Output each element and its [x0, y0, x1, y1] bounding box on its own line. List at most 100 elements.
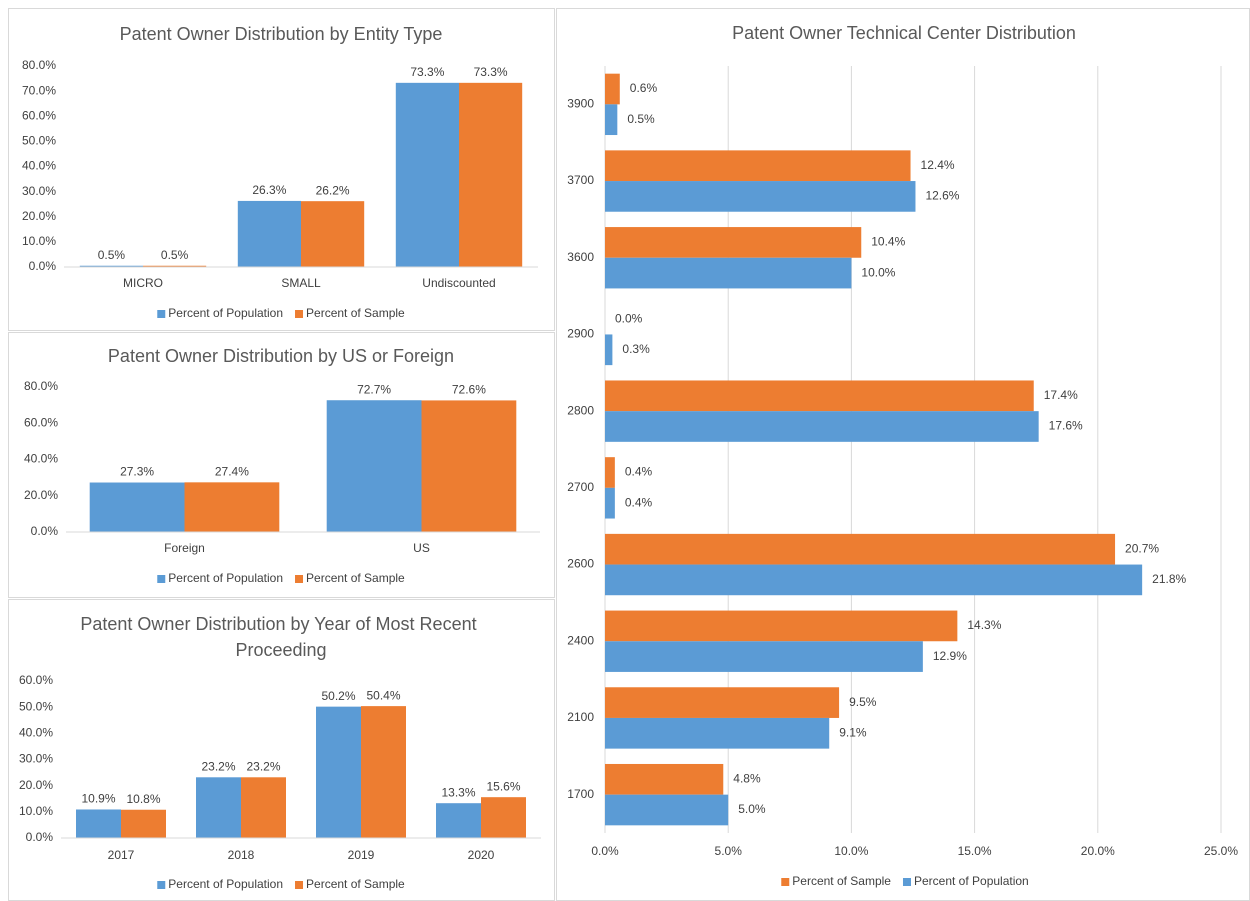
chart-title: Patent Owner Distribution by Year of Mos… [80, 614, 481, 660]
bar [436, 803, 481, 838]
legend-swatch [295, 310, 304, 318]
bar [605, 487, 615, 519]
legend: Percent of Population Percent of Sample [157, 571, 405, 585]
bar [143, 265, 207, 267]
data-label: 0.5% [161, 248, 189, 262]
legend-label: Percent of Population [914, 874, 1029, 888]
data-label: 12.9% [933, 649, 967, 663]
y-tick-label: 80.0% [24, 379, 58, 393]
x-tick-label: US [413, 541, 430, 555]
chart-title: Patent Owner Distribution by US or Forei… [108, 346, 454, 366]
bar [605, 687, 840, 718]
x-tick-label: 25.0% [1204, 844, 1238, 858]
data-label: 0.5% [627, 112, 655, 126]
y-tick-label: 30.0% [22, 184, 56, 198]
data-label: 17.6% [1049, 419, 1083, 433]
y-tick-label: 2800 [567, 403, 594, 417]
data-label: 0.4% [625, 465, 653, 479]
legend-label: Percent of Population [168, 571, 283, 585]
y-tick-label: 60.0% [19, 673, 53, 687]
bar [605, 564, 1143, 596]
legend: Percent of Sample Percent of Population [781, 874, 1029, 888]
data-label: 17.4% [1044, 388, 1078, 402]
data-label: 0.6% [630, 81, 658, 95]
data-label: 27.4% [215, 465, 249, 479]
data-label: 73.3% [410, 65, 444, 79]
bar [301, 201, 365, 267]
bar [184, 482, 280, 532]
y-tick-label: 10.0% [22, 234, 56, 248]
bar [605, 717, 830, 749]
data-label: 26.2% [316, 183, 350, 197]
bar [605, 610, 958, 642]
bar [605, 150, 911, 182]
x-tick-label: SMALL [281, 276, 321, 290]
legend-swatch [781, 878, 790, 886]
y-tick-label: 40.0% [22, 159, 56, 173]
y-tick-label: 20.0% [22, 209, 56, 223]
y-tick-label: 20.0% [19, 778, 53, 792]
panel-border [8, 8, 555, 331]
data-label: 73.3% [474, 65, 508, 79]
y-tick-label: 2700 [567, 480, 594, 494]
x-tick-label: 10.0% [834, 844, 868, 858]
data-label: 0.3% [622, 342, 650, 356]
data-label: 10.8% [126, 792, 160, 806]
legend-swatch [157, 881, 166, 889]
bar [237, 200, 301, 267]
bar [605, 181, 916, 212]
y-tick-label: 2900 [567, 327, 594, 341]
bar [121, 809, 166, 838]
x-tick-label: 2019 [348, 848, 375, 862]
x-tick-label: 20.0% [1081, 844, 1115, 858]
legend-label: Percent of Population [168, 877, 283, 891]
data-label: 20.7% [1125, 541, 1159, 555]
legend-swatch [902, 878, 911, 886]
y-tick-label: 0.0% [29, 259, 57, 273]
bar [79, 265, 143, 267]
y-tick-label: 50.0% [19, 699, 53, 713]
title-line: Patent Owner Distribution by Year of Mos… [80, 614, 481, 634]
data-label: 26.3% [252, 183, 286, 197]
legend-swatch [157, 310, 166, 318]
x-tick-label: 5.0% [715, 844, 743, 858]
x-tick-label: Undiscounted [422, 276, 495, 290]
bar [481, 797, 526, 838]
bar [316, 706, 361, 838]
data-label: 14.3% [967, 618, 1001, 632]
x-tick-label: MICRO [123, 276, 163, 290]
y-tick-label: 0.0% [31, 524, 59, 538]
legend-swatch [295, 881, 304, 889]
bar [459, 82, 523, 268]
y-tick-label: 80.0% [22, 58, 56, 72]
bar [605, 763, 724, 795]
legend-label: Percent of Population [168, 306, 283, 320]
bar [605, 257, 852, 289]
y-tick-label: 60.0% [22, 108, 56, 122]
bar [605, 104, 618, 136]
data-label: 13.3% [441, 785, 475, 799]
bar [605, 227, 862, 258]
y-tick-label: 2100 [567, 710, 594, 724]
y-tick-label: 40.0% [24, 452, 58, 466]
data-label: 10.4% [871, 235, 905, 249]
bar [395, 82, 459, 268]
bar [605, 457, 615, 488]
data-label: 5.0% [738, 802, 766, 816]
legend-label: Percent of Sample [306, 306, 405, 320]
x-tick-label: 2018 [228, 848, 255, 862]
y-tick-label: 3900 [567, 97, 594, 111]
data-label: 27.3% [120, 465, 154, 479]
bar [605, 533, 1116, 565]
bar [76, 809, 121, 838]
data-label: 9.5% [849, 695, 877, 709]
data-label: 15.6% [486, 779, 520, 793]
x-tick-label: Foreign [164, 541, 205, 555]
legend-label: Percent of Sample [792, 874, 891, 888]
data-label: 0.5% [98, 248, 126, 262]
x-tick-label: 2017 [108, 848, 135, 862]
legend: Percent of Population Percent of Sample [157, 306, 405, 320]
bar [605, 334, 613, 366]
